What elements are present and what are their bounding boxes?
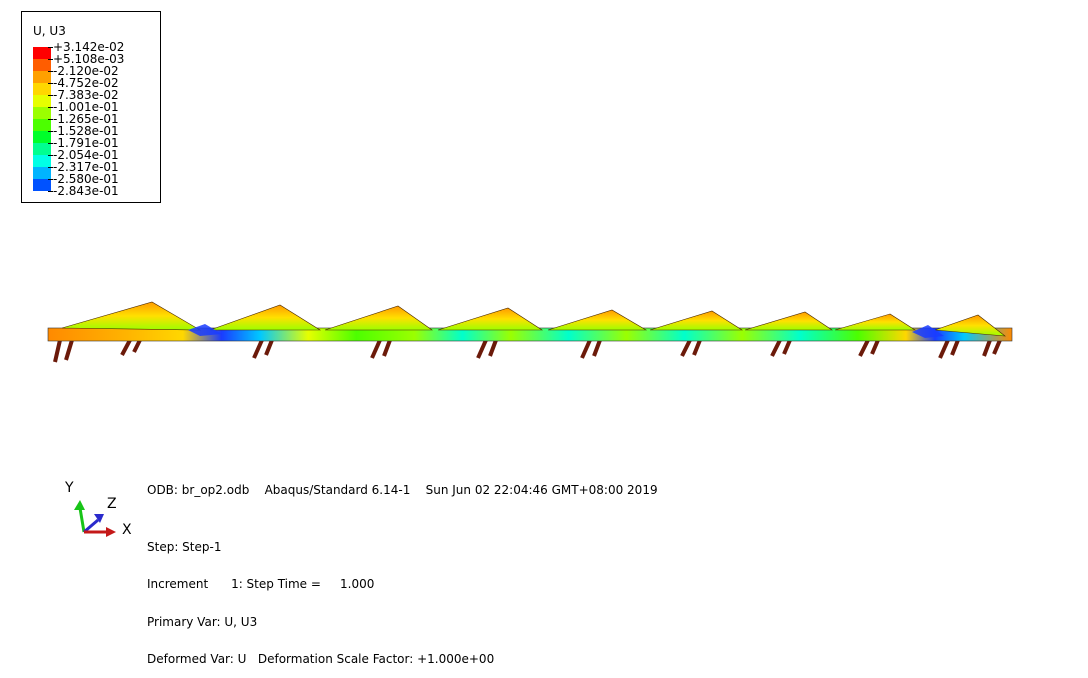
legend-swatch: [33, 131, 51, 143]
step-label: Step: Step-1: [147, 540, 222, 554]
contour-legend[interactable]: U, U3 +3.142e-02 +5.108e-03 -2.120e-02 -…: [21, 11, 161, 203]
legend-value: -1.265e-01: [47, 113, 124, 125]
triad-z-label: Z: [107, 496, 117, 512]
legend-value: -1.001e-01: [47, 101, 124, 113]
legend-swatch: [33, 119, 51, 131]
odb-info-line: ODB: br_op2.odb Abaqus/Standard 6.14-1 S…: [147, 483, 658, 497]
truss-peaks: [61, 301, 1006, 337]
legend-color-bar: [33, 47, 51, 191]
triad-x-label: X: [122, 522, 132, 538]
legend-value: +3.142e-02: [47, 40, 125, 54]
step-info-block: Step: Step-1 Increment 1: Step Time = 1.…: [147, 517, 494, 678]
legend-swatch: [33, 59, 51, 71]
legend-swatch: [33, 47, 51, 59]
legend-swatch: [33, 71, 51, 83]
truss-low-pockets: [188, 324, 944, 338]
legend-value: -2.317e-01: [47, 161, 124, 173]
triad-y-label: Y: [65, 480, 74, 496]
legend-swatch: [33, 167, 51, 179]
legend-value: -2.580e-01: [47, 173, 124, 185]
legend-value: -2.843e-01: [47, 185, 124, 197]
legend-swatch: [33, 155, 51, 167]
legend-swatch: [33, 179, 51, 191]
primary-var-label: Primary Var: U, U3: [147, 614, 258, 629]
pier-columns: [53, 339, 1002, 363]
legend-swatch: [33, 95, 51, 107]
view-triad: Y Z X: [58, 478, 148, 548]
legend-swatch: [33, 83, 51, 95]
legend-value: -1.791e-01: [47, 137, 124, 149]
legend-swatch: [33, 107, 51, 119]
deformed-var-label: Deformed Var: U Deformation Scale Factor…: [147, 651, 495, 666]
legend-swatch: [33, 143, 51, 155]
legend-title: U, U3: [33, 24, 66, 38]
legend-value: +5.108e-03: [47, 52, 125, 66]
triad-axes: [74, 500, 116, 537]
legend-value: -4.752e-02: [47, 77, 124, 89]
legend-value: -2.054e-01: [47, 149, 124, 161]
model-viewport[interactable]: [0, 0, 1088, 585]
legend-labels: +3.142e-02 +5.108e-03 -2.120e-02 -4.752e…: [47, 40, 125, 197]
legend-value: -7.383e-02: [47, 89, 124, 101]
legend-value: -1.528e-01: [47, 125, 124, 137]
legend-value: -2.120e-02: [47, 65, 124, 77]
